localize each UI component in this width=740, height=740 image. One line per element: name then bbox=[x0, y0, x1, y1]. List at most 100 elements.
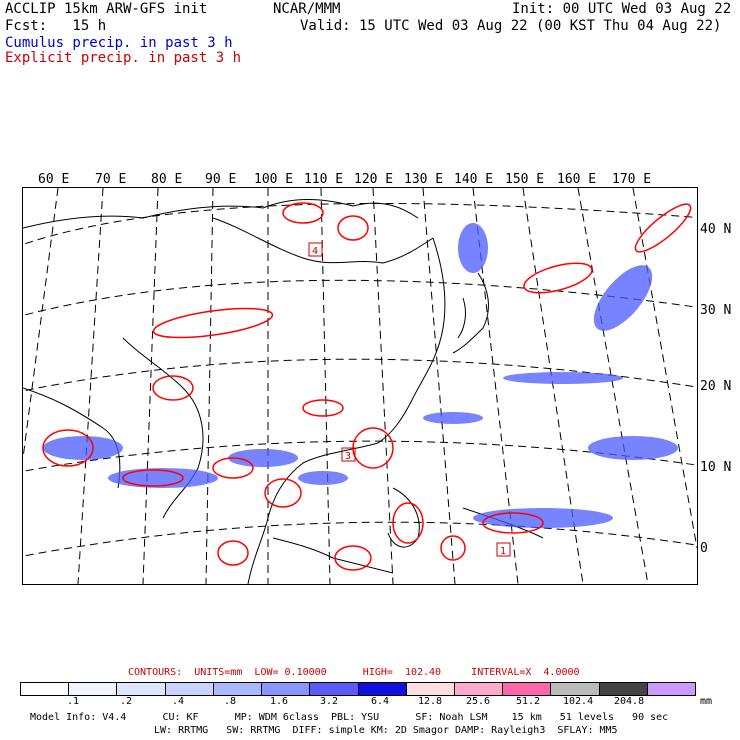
contour-cell bbox=[440, 535, 466, 561]
lon-label: 150 E bbox=[505, 172, 545, 187]
lon-line bbox=[205, 188, 214, 584]
lat-label: 30 N bbox=[700, 303, 732, 318]
lon-line bbox=[632, 188, 697, 549]
lon-line bbox=[77, 188, 104, 584]
cumulus-precip bbox=[43, 223, 678, 528]
physics-info: LW: RRTMG SW: RRTMG DIFF: simple KM: 2D … bbox=[154, 725, 618, 736]
philippines-coast bbox=[387, 487, 420, 548]
org-label: NCAR/MMM bbox=[273, 1, 341, 17]
legend-swatch bbox=[454, 683, 504, 695]
lon-label: 90 E bbox=[205, 172, 237, 187]
lon-line bbox=[522, 188, 584, 584]
indonesia-coast bbox=[272, 537, 394, 574]
contour-cell bbox=[264, 478, 302, 508]
lon-label: 160 E bbox=[557, 172, 597, 187]
color-legend bbox=[20, 682, 696, 696]
precip-cell bbox=[458, 223, 488, 273]
legend-swatch bbox=[262, 683, 311, 695]
lon-label: 70 E bbox=[95, 172, 127, 187]
contour-cell bbox=[217, 540, 249, 566]
legend-value: 51.2 bbox=[516, 696, 541, 707]
lat-line-40 bbox=[23, 202, 697, 246]
model-title: ACCLIP 15km ARW-GFS init bbox=[5, 1, 208, 17]
lon-label: 110 E bbox=[304, 172, 344, 187]
lon-label: 120 E bbox=[354, 172, 394, 187]
lat-label: 20 N bbox=[700, 379, 732, 394]
coastlines bbox=[23, 199, 544, 584]
legend-swatch bbox=[503, 683, 552, 695]
legend-swatch bbox=[358, 683, 407, 695]
legend-swatch bbox=[647, 683, 696, 695]
contour-cell bbox=[152, 307, 274, 339]
legend-swatch bbox=[165, 683, 214, 695]
lon-line bbox=[142, 188, 159, 584]
legend-value: 3.2 bbox=[320, 696, 339, 707]
legend-value: 1.6 bbox=[270, 696, 289, 707]
border-north bbox=[23, 199, 419, 229]
precip-cell bbox=[423, 412, 483, 424]
explicit-label: Explicit precip. in past 3 h bbox=[5, 50, 242, 66]
legend-swatch bbox=[551, 683, 600, 695]
lon-label: 170 E bbox=[612, 172, 652, 187]
lon-line bbox=[422, 188, 456, 584]
korea-coast bbox=[457, 297, 466, 339]
lon-label: 130 E bbox=[404, 172, 444, 187]
legend-swatch bbox=[406, 683, 455, 695]
graticule bbox=[23, 188, 697, 584]
precip-cell bbox=[593, 265, 653, 331]
marker-1-label: 1 bbox=[500, 546, 506, 557]
border-mongolia bbox=[212, 217, 434, 264]
legend-value: 6.4 bbox=[371, 696, 390, 707]
legend-swatch bbox=[21, 683, 70, 695]
lat-label: 0 bbox=[700, 541, 708, 556]
precip-cell bbox=[43, 436, 123, 460]
init-time: Init: 00 UTC Wed 03 Aug 22 bbox=[512, 1, 732, 17]
cumulus-label: Cumulus precip. in past 3 h bbox=[5, 35, 233, 51]
contour-cell bbox=[152, 375, 194, 401]
india-coast bbox=[122, 337, 204, 519]
legend-value: 102.4 bbox=[563, 696, 594, 707]
contour-cell bbox=[302, 399, 344, 417]
lat-label: 10 N bbox=[700, 460, 732, 475]
legend-value: 12.8 bbox=[418, 696, 443, 707]
contour-cell bbox=[337, 215, 369, 241]
legend-swatch bbox=[69, 683, 118, 695]
legend-value: 25.6 bbox=[466, 696, 491, 707]
lon-label: 100 E bbox=[254, 172, 294, 187]
arabia-coast bbox=[23, 387, 121, 489]
lon-line bbox=[372, 188, 394, 584]
legend-swatch bbox=[117, 683, 166, 695]
lon-label: 80 E bbox=[151, 172, 183, 187]
contour-cell bbox=[334, 545, 372, 571]
marker-1 bbox=[496, 542, 511, 557]
marker-3 bbox=[341, 447, 356, 462]
legend-value: 204.8 bbox=[614, 696, 645, 707]
contour-cell bbox=[392, 502, 424, 544]
legend-swatch bbox=[213, 683, 263, 695]
lat-line-0 bbox=[23, 521, 697, 557]
contour-cell bbox=[212, 457, 254, 479]
lon-label: 60 E bbox=[38, 172, 70, 187]
model-info: Model Info: V4.4 CU: KF MP: WDM 6class P… bbox=[30, 712, 669, 723]
precip-cell bbox=[503, 372, 623, 384]
legend-value: .1 bbox=[67, 696, 80, 707]
contour-cell bbox=[523, 262, 593, 294]
legend-swatch bbox=[310, 683, 359, 695]
contour-cell bbox=[282, 202, 324, 224]
marker-4 bbox=[308, 242, 323, 257]
lon-label: 140 E bbox=[454, 172, 494, 187]
valid-time: Valid: 15 UTC Wed 03 Aug 22 (00 KST Thu … bbox=[300, 18, 722, 34]
precip-map: 4 3 1 bbox=[22, 187, 698, 585]
lon-line bbox=[577, 188, 649, 584]
contour-cell bbox=[634, 203, 692, 253]
contours-info: CONTOURS: UNITS=mm LOW= 0.10000 HIGH= 10… bbox=[128, 667, 580, 678]
lon-line bbox=[23, 188, 59, 459]
precip-cell bbox=[228, 449, 298, 467]
explicit-precip bbox=[42, 202, 692, 571]
china-coast bbox=[377, 237, 446, 444]
marker-3-label: 3 bbox=[345, 451, 351, 462]
lat-label: 40 N bbox=[700, 222, 732, 237]
lat-line-30 bbox=[23, 279, 697, 316]
contour-cell bbox=[122, 469, 184, 487]
precip-cell bbox=[108, 468, 218, 488]
